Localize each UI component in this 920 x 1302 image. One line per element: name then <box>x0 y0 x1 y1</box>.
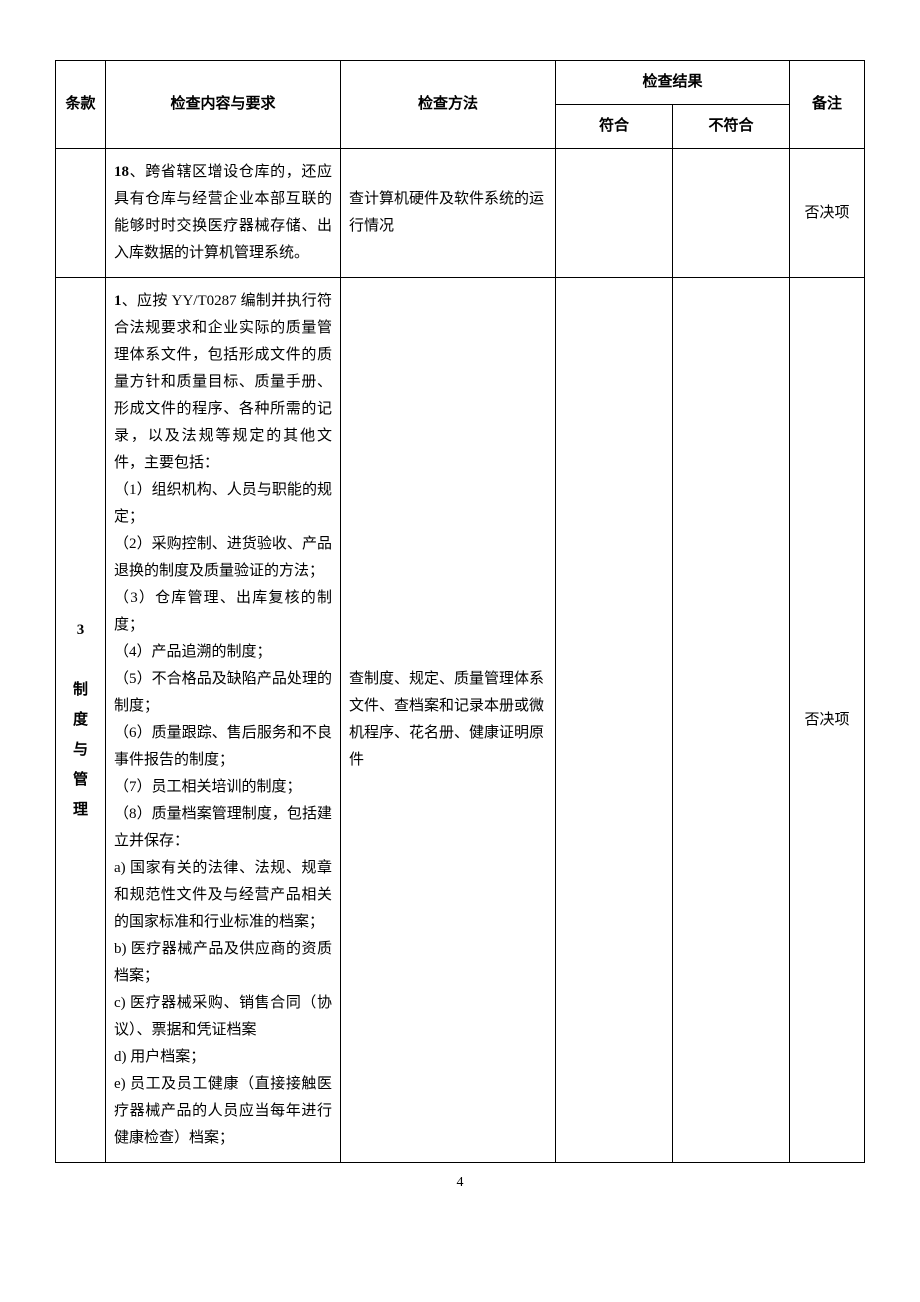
cell-notes-1: 否决项 <box>790 278 865 1163</box>
header-method: 检查方法 <box>341 61 556 149</box>
cell-method-1: 查制度、规定、质量管理体系文件、查档案和记录本册或微机程序、花名册、健康证明原件 <box>341 278 556 1163</box>
cell-clause-0 <box>56 149 106 278</box>
cell-nonconform-0 <box>673 149 790 278</box>
table-row: 18、跨省辖区增设仓库的，还应具有仓库与经营企业本部互联的能够时时交换医疗器械存… <box>56 149 865 278</box>
clause-text-1: 制度与管理 <box>73 682 88 818</box>
table-body: 18、跨省辖区增设仓库的，还应具有仓库与经营企业本部互联的能够时时交换医疗器械存… <box>56 149 865 1163</box>
header-clause: 条款 <box>56 61 106 149</box>
cell-nonconform-1 <box>673 278 790 1163</box>
cell-clause-1: 3 制度与管理 <box>56 278 106 1163</box>
table-header: 条款 检查内容与要求 检查方法 检查结果 备注 符合 不符合 <box>56 61 865 149</box>
clause-num-1: 3 <box>77 622 85 638</box>
cell-method-0: 查计算机硬件及软件系统的运行情况 <box>341 149 556 278</box>
header-content: 检查内容与要求 <box>106 61 341 149</box>
header-row-1: 条款 检查内容与要求 检查方法 检查结果 备注 <box>56 61 865 105</box>
header-notes: 备注 <box>790 61 865 149</box>
table-row: 3 制度与管理 1、应按 YY/T0287 编制并执行符合法规要求和企业实际的质量… <box>56 278 865 1163</box>
header-result-group: 检查结果 <box>556 61 790 105</box>
cell-content-1: 1、应按 YY/T0287 编制并执行符合法规要求和企业实际的质量管理体系文件，… <box>106 278 341 1163</box>
header-nonconform: 不符合 <box>673 105 790 149</box>
inspection-table: 条款 检查内容与要求 检查方法 检查结果 备注 符合 不符合 18、跨省辖区增设… <box>55 60 865 1163</box>
content-text-1: 、应按 YY/T0287 编制并执行符合法规要求和企业实际的质量管理体系文件，包… <box>114 293 332 1146</box>
content-num-0: 18 <box>114 164 129 180</box>
cell-conform-1 <box>556 278 673 1163</box>
cell-content-0: 18、跨省辖区增设仓库的，还应具有仓库与经营企业本部互联的能够时时交换医疗器械存… <box>106 149 341 278</box>
content-num-1: 1 <box>114 293 122 309</box>
header-conform: 符合 <box>556 105 673 149</box>
page-number: 4 <box>55 1175 865 1191</box>
cell-notes-0: 否决项 <box>790 149 865 278</box>
cell-conform-0 <box>556 149 673 278</box>
content-text-0: 、跨省辖区增设仓库的，还应具有仓库与经营企业本部互联的能够时时交换医疗器械存储、… <box>114 164 332 261</box>
